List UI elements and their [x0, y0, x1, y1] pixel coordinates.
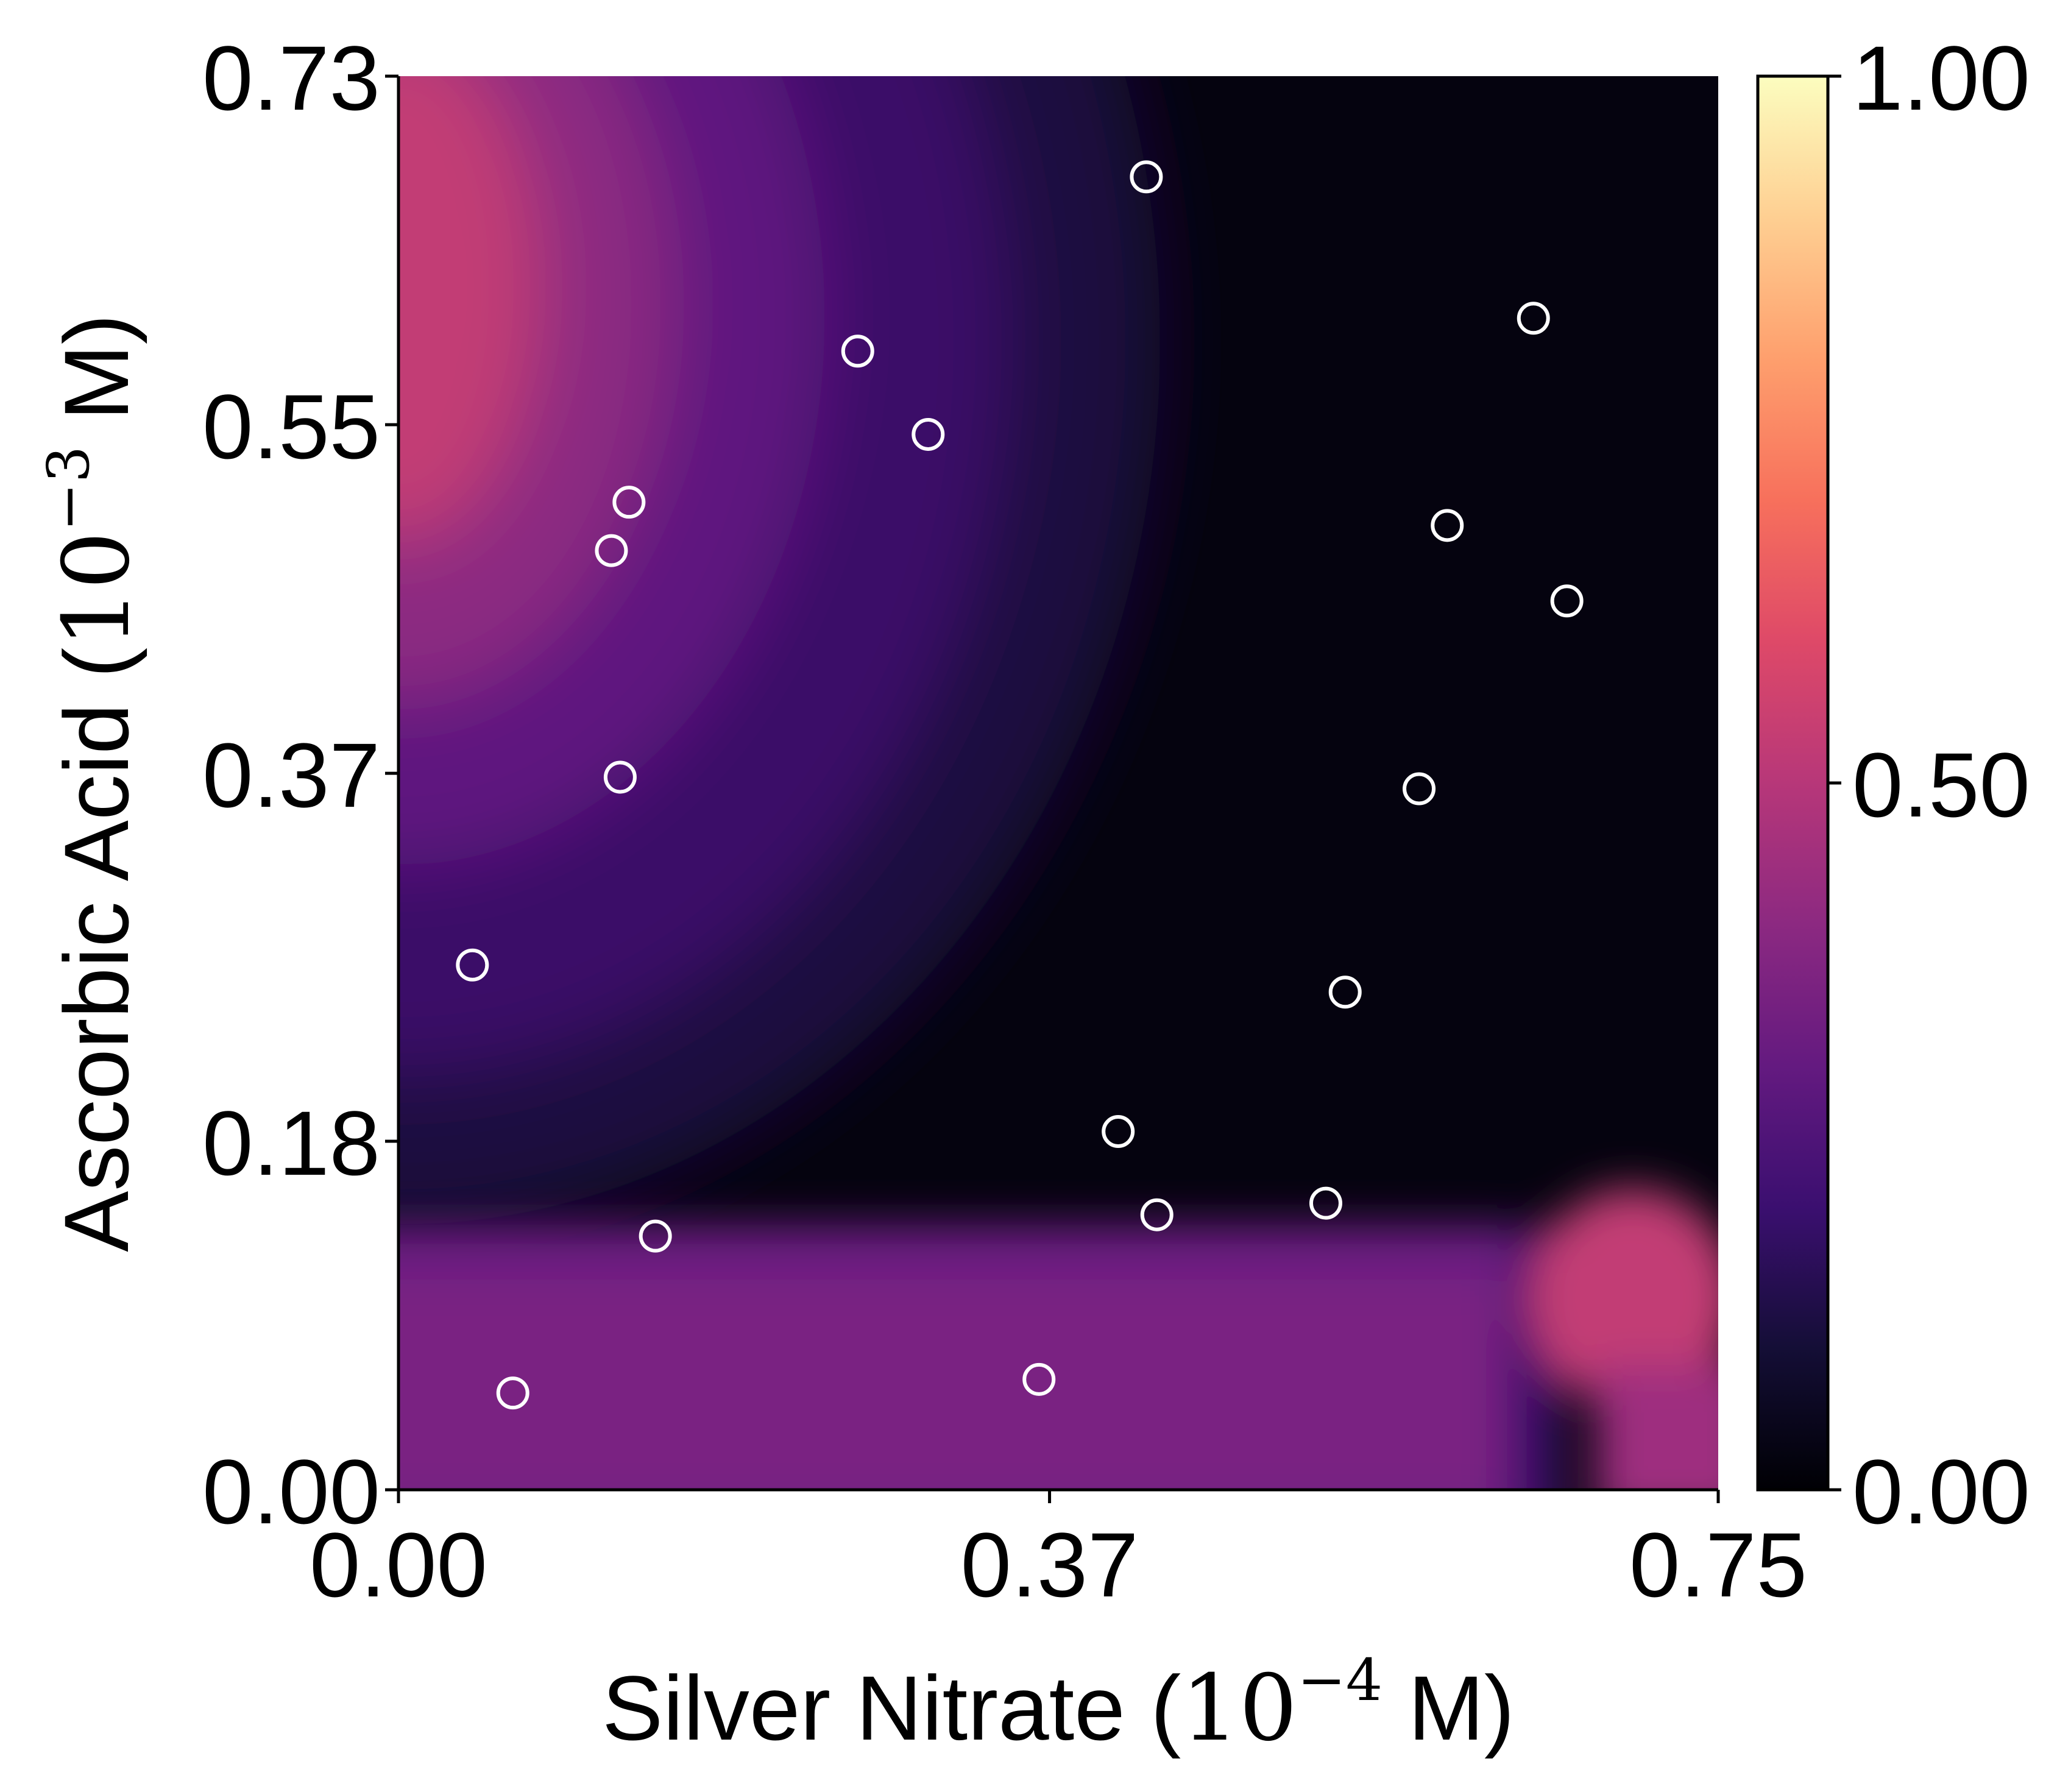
- sample-point-4: [612, 486, 646, 519]
- sample-point-1: [1517, 302, 1550, 335]
- sample-point-13: [1140, 1198, 1174, 1231]
- x-axis-label: Silver Nitrate (10−4 M): [602, 1647, 1515, 1762]
- y-tick-label: 0.55: [202, 375, 380, 478]
- sample-point-14: [1309, 1186, 1342, 1220]
- sample-point-17: [1022, 1362, 1056, 1396]
- x-tick-label: 0.00: [310, 1514, 487, 1616]
- y-axis-ticks: 0.00 0.18 0.37 0.55 0.73: [202, 27, 398, 1543]
- colorbar-tick-label: 0.50: [1852, 734, 2030, 836]
- sample-point-5: [595, 534, 628, 567]
- sample-point-12: [1102, 1115, 1135, 1149]
- sample-point-15: [639, 1219, 672, 1253]
- sample-point-7: [1550, 584, 1584, 618]
- sample-point-8: [603, 760, 637, 794]
- sample-point-6: [1431, 509, 1464, 542]
- colorbar-ticks: 0.00 0.50 1.00: [1828, 27, 2030, 1543]
- colorbar-tick-label: 0.00: [1852, 1440, 2030, 1543]
- y-axis-label: Ascorbic Acid (10−3 M): [35, 314, 150, 1252]
- sample-point-3: [912, 417, 945, 451]
- y-tick-label: 0.00: [202, 1440, 380, 1543]
- colorbar-tick-label: 1.00: [1852, 27, 2030, 129]
- x-tick-label: 0.37: [961, 1514, 1139, 1616]
- heatmap-field: [398, 76, 1718, 1490]
- y-tick-label: 0.73: [202, 27, 380, 129]
- sample-point-16: [496, 1376, 529, 1410]
- x-tick-label: 0.75: [1629, 1514, 1807, 1616]
- y-tick-label: 0.37: [202, 724, 380, 826]
- x-axis-ticks: 0.00 0.37 0.75: [310, 1490, 1807, 1616]
- sample-point-10: [456, 948, 489, 982]
- sample-points: [456, 160, 1584, 1410]
- sample-point-0: [1130, 160, 1163, 194]
- colorbar: [1756, 74, 1830, 1492]
- sample-point-2: [841, 335, 874, 368]
- sample-point-11: [1328, 976, 1362, 1009]
- y-tick-label: 0.18: [202, 1092, 380, 1194]
- sample-point-9: [1403, 772, 1436, 806]
